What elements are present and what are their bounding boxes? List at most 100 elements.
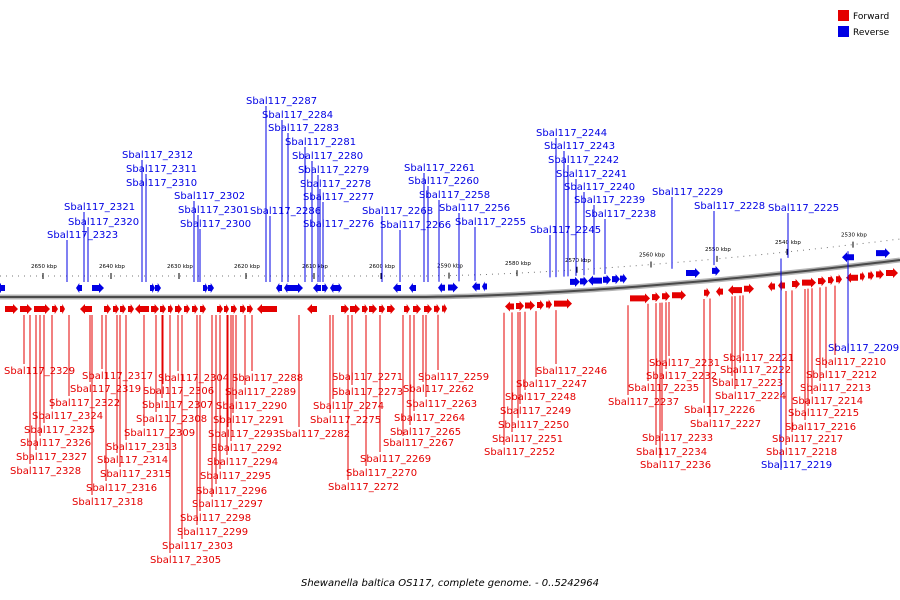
reverse-gene-arrow xyxy=(330,283,336,293)
reverse-gene-arrow xyxy=(92,283,104,293)
forward-gene-arrow xyxy=(104,304,111,314)
forward-gene-arrow xyxy=(860,271,865,282)
forward-gene-label: Sbal117_2247 xyxy=(516,379,587,390)
reverse-gene-label: Sbal117_2243 xyxy=(544,141,615,152)
forward-gene-label: Sbal117_2328 xyxy=(10,466,81,477)
forward-gene-arrow xyxy=(525,300,535,311)
reverse-gene-arrow xyxy=(712,265,720,276)
forward-gene-arrow xyxy=(113,304,119,314)
reverse-gene-label: Sbal117_2225 xyxy=(768,203,839,214)
forward-gene-label: Sbal117_2303 xyxy=(162,541,233,552)
reverse-gene-label: Sbal117_2266 xyxy=(380,220,451,231)
reverse-gene-label: Sbal117_2278 xyxy=(300,179,371,190)
scale-label: 2610 kbp xyxy=(302,264,328,270)
forward-gene-arrow xyxy=(505,301,514,312)
forward-gene-arrow xyxy=(128,304,134,314)
forward-gene-label: Sbal117_2250 xyxy=(498,420,569,431)
reverse-gene-arrow xyxy=(438,282,445,293)
forward-gene-arrow xyxy=(341,304,349,314)
reverse-gene-arrow xyxy=(313,283,321,293)
reverse-gene-arrow xyxy=(208,283,214,293)
forward-gene-arrow xyxy=(217,304,223,314)
reverse-gene-label: Sbal117_2312 xyxy=(122,150,193,161)
scale-line xyxy=(0,238,900,277)
reverse-gene-label: Sbal117_2261 xyxy=(404,163,475,174)
forward-gene-arrow xyxy=(362,304,368,314)
forward-gene-arrow xyxy=(744,283,754,294)
reverse-gene-label: Sbal117_2320 xyxy=(68,217,139,228)
forward-gene-label: Sbal117_2295 xyxy=(200,471,271,482)
forward-gene-label: Sbal117_2322 xyxy=(49,398,120,409)
forward-gene-label: Sbal117_2218 xyxy=(766,447,837,458)
forward-gene-label: Sbal117_2299 xyxy=(177,527,248,538)
reverse-gene-label: Sbal117_2242 xyxy=(548,155,619,166)
reverse-gene-arrow xyxy=(155,283,161,293)
forward-gene-arrow xyxy=(868,270,874,281)
reverse-gene-arrow xyxy=(322,283,328,293)
forward-gene-arrow xyxy=(379,304,385,314)
forward-gene-label: Sbal117_2318 xyxy=(72,497,143,508)
forward-gene-arrow xyxy=(630,293,650,304)
forward-gene-arrow xyxy=(818,276,826,287)
forward-gene-arrow xyxy=(369,304,377,314)
forward-gene-label: Sbal117_2217 xyxy=(772,434,843,445)
forward-gene-arrow xyxy=(135,304,149,314)
scale-label: 2580 kbp xyxy=(505,261,531,267)
forward-gene-arrow xyxy=(257,304,277,314)
forward-gene-label: Sbal117_2288 xyxy=(232,373,303,384)
forward-gene-arrow xyxy=(151,304,159,314)
forward-gene-label: Sbal117_2210 xyxy=(815,357,886,368)
forward-gene-arrow xyxy=(175,304,182,314)
reverse-gene-arrow xyxy=(580,276,588,287)
forward-gene-label: Sbal117_2248 xyxy=(505,392,576,403)
forward-gene-label: Sbal117_2236 xyxy=(640,460,711,471)
reverse-gene-arrow xyxy=(603,274,611,285)
scale-label: 2640 kbp xyxy=(99,264,125,270)
forward-gene-label: Sbal117_2305 xyxy=(150,555,221,566)
reverse-gene-arrow xyxy=(276,283,282,293)
forward-gene-arrow xyxy=(802,277,816,288)
forward-gene-arrow xyxy=(387,304,395,314)
reverse-gene-arrow xyxy=(612,274,620,285)
reverse-gene-label: Sbal117_2321 xyxy=(64,202,135,213)
forward-gene-arrow xyxy=(184,304,190,314)
reverse-gene-label: Sbal117_2302 xyxy=(174,191,245,202)
forward-gene-arrow xyxy=(192,304,198,314)
scale-label: 2630 kbp xyxy=(167,264,193,270)
reverse-gene-label: Sbal117_2284 xyxy=(262,110,333,121)
reverse-gene-label: Sbal117_2219 xyxy=(761,460,832,471)
forward-gene-label: Sbal117_2231 xyxy=(649,358,720,369)
scale-label: 2650 kbp xyxy=(31,264,57,270)
forward-gene-label: Sbal117_2214 xyxy=(792,396,863,407)
forward-gene-label: Sbal117_2324 xyxy=(32,411,103,422)
forward-gene-label: Sbal117_2298 xyxy=(180,513,251,524)
reverse-gene-label: Sbal117_2244 xyxy=(536,128,607,139)
reverse-gene-label: Sbal117_2277 xyxy=(303,192,374,203)
forward-gene-label: Sbal117_2264 xyxy=(394,413,465,424)
reverse-gene-arrow xyxy=(203,283,208,293)
forward-gene-label: Sbal117_2226 xyxy=(684,405,755,416)
reverse-gene-arrow xyxy=(876,248,890,259)
forward-gene-arrow xyxy=(876,269,884,280)
forward-gene-arrow xyxy=(704,287,710,298)
forward-gene-arrow xyxy=(424,303,432,314)
forward-gene-label: Sbal117_2291 xyxy=(213,415,284,426)
forward-gene-label: Sbal117_2296 xyxy=(196,486,267,497)
forward-gene-label: Sbal117_2270 xyxy=(346,468,417,479)
reverse-gene-label: Sbal117_2256 xyxy=(439,203,510,214)
forward-gene-label: Sbal117_2232 xyxy=(646,371,717,382)
forward-gene-label: Sbal117_2216 xyxy=(785,422,856,433)
forward-gene-label: Sbal117_2234 xyxy=(636,447,707,458)
forward-gene-arrow xyxy=(554,298,572,309)
forward-gene-label: Sbal117_2215 xyxy=(788,408,859,419)
forward-gene-arrow xyxy=(716,286,723,297)
forward-gene-arrow xyxy=(434,303,440,314)
scale-label: 2570 kbp xyxy=(565,258,591,264)
reverse-gene-arrow xyxy=(448,282,458,293)
forward-gene-label: Sbal117_2282 xyxy=(279,429,350,440)
forward-gene-arrow xyxy=(413,304,421,314)
forward-gene-label: Sbal117_2293 xyxy=(208,429,279,440)
reverse-gene-label: Sbal117_2258 xyxy=(419,190,490,201)
reverse-gene-arrow xyxy=(472,281,480,292)
